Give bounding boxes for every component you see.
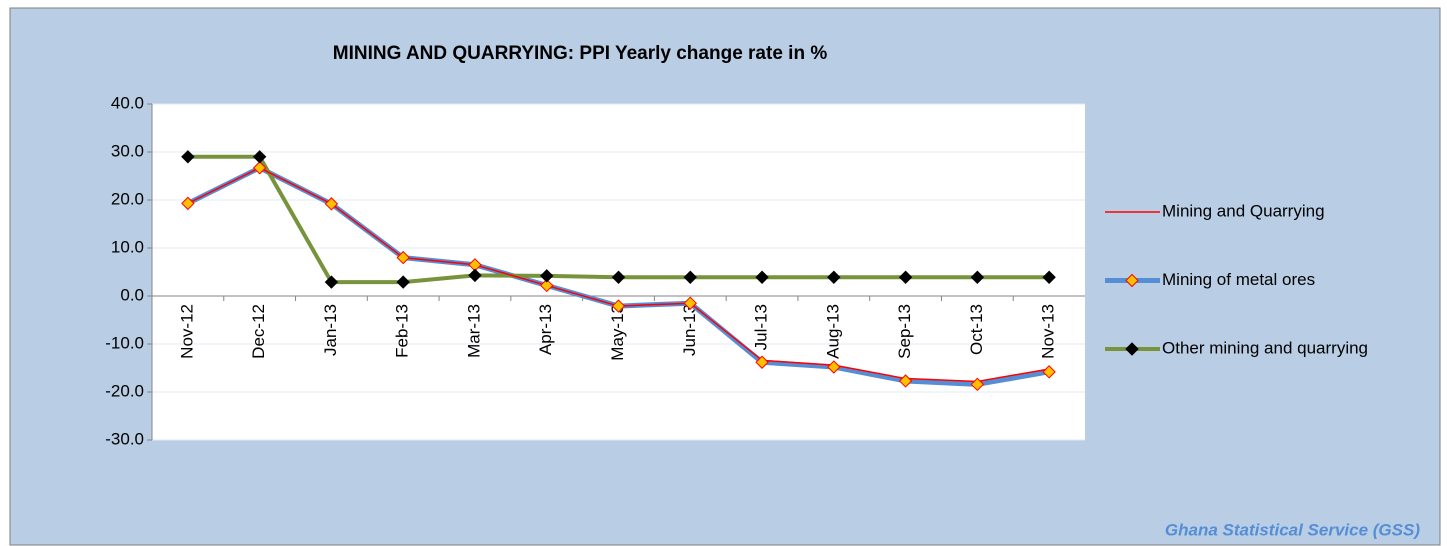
x-tick-label: Jan-13	[321, 304, 340, 356]
marker	[970, 270, 985, 284]
marker	[324, 275, 339, 289]
marker	[611, 270, 626, 284]
legend-label: Other mining and quarrying	[1162, 338, 1368, 357]
marker	[898, 374, 913, 388]
marker	[396, 250, 410, 265]
x-tick-label: Nov-12	[177, 304, 196, 359]
y-tick-label: 0.0	[120, 285, 144, 304]
x-tick-label: Feb-13	[393, 304, 412, 358]
x-tick-label: Nov-13	[1039, 304, 1058, 359]
legend-marker	[1125, 273, 1139, 288]
y-tick-label: 40.0	[111, 93, 144, 112]
legend-label: Mining and Quarrying	[1162, 201, 1325, 220]
marker	[468, 268, 482, 283]
x-tick-label: Oct-13	[967, 304, 986, 355]
marker	[611, 299, 626, 313]
source-note: Ghana Statistical Service (GSS)	[1165, 520, 1420, 539]
y-tick-label: -20.0	[105, 381, 144, 400]
marker	[970, 377, 985, 392]
marker	[396, 275, 410, 289]
marker	[755, 270, 769, 284]
x-tick-label: May-13	[608, 304, 627, 361]
x-tick-label: Sep-13	[895, 304, 914, 359]
chart-title: MINING AND QUARRYING: PPI Yearly change …	[333, 43, 828, 64]
legend-label: Mining of metal ores	[1162, 270, 1315, 289]
marker	[540, 269, 554, 283]
marker	[181, 150, 195, 164]
x-tick-label: Apr-13	[536, 304, 555, 355]
y-tick-label: -10.0	[105, 333, 144, 352]
x-tick-label: Mar-13	[464, 304, 483, 358]
legend-marker	[1125, 342, 1139, 356]
marker	[181, 196, 195, 211]
marker	[683, 296, 697, 310]
marker	[1042, 365, 1056, 379]
marker	[252, 150, 267, 164]
marker	[755, 355, 769, 369]
y-tick-label: 10.0	[111, 237, 144, 256]
marker	[324, 197, 339, 211]
marker	[827, 360, 841, 374]
marker	[252, 161, 267, 175]
marker	[1042, 270, 1056, 284]
marker	[898, 270, 913, 284]
marker	[827, 270, 841, 284]
x-tick-label: Jul-13	[752, 304, 771, 350]
x-tick-label: Jun-13	[680, 304, 699, 356]
y-tick-label: -30.0	[105, 429, 144, 448]
x-tick-label: Aug-13	[823, 304, 842, 359]
y-tick-label: 20.0	[111, 189, 144, 208]
marker	[683, 270, 697, 284]
x-tick-label: Dec-12	[249, 304, 268, 359]
y-tick-label: 30.0	[111, 141, 144, 160]
marker	[540, 278, 554, 293]
